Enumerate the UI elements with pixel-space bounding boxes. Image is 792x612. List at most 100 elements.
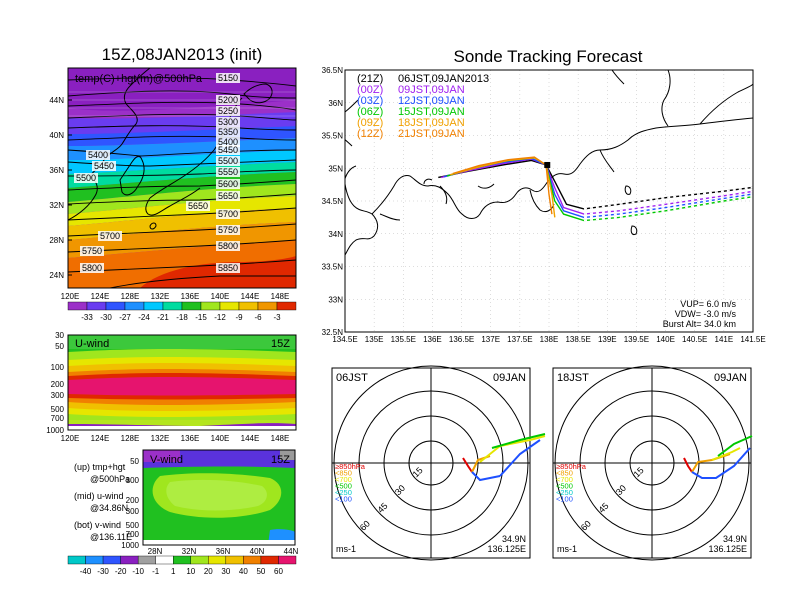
track-series-dash xyxy=(583,190,753,215)
u-wind-label: U-wind xyxy=(75,338,109,350)
upper-lon-tick-label: 124E xyxy=(91,292,110,301)
colorbar-label: -9 xyxy=(235,313,243,322)
polar-plot-1: 06JST 09JANms-134.9N136.125E15304560≥850h… xyxy=(331,365,546,561)
polar-ring-label: 60 xyxy=(579,519,593,533)
track-lon-tick: 140.5E xyxy=(682,335,707,344)
track-coastline xyxy=(345,70,753,256)
polar-level-legend: <850 xyxy=(335,469,352,478)
svg-text:5850: 5850 xyxy=(218,263,238,273)
colorbar-swatch xyxy=(162,301,183,311)
panel-notes: (up) tmp+hgt @500hPa (mid) u-wind @34.86N (b… xyxy=(74,462,132,542)
note-line: (up) tmp+hgt xyxy=(74,462,126,472)
legend-label: 06JST,09JAN2013 xyxy=(398,73,489,85)
colorbar-swatch xyxy=(86,301,107,311)
left-title: 15Z,08JAN2013 (init) xyxy=(102,45,263,64)
upper-lon-tick-label: 120E xyxy=(61,292,80,301)
track-lat-ticks: 36.5N 36N 35.5N 35N 34.5N 34N 33.5N 33N 32.5N xyxy=(322,66,344,337)
track-lon-tick: 136E xyxy=(423,335,442,344)
polar-level-legend: <850 xyxy=(556,469,573,478)
track-lon-tick: 139E xyxy=(598,335,617,344)
polar-date: 09JAN xyxy=(714,372,747,384)
track-lat-tick: 35N xyxy=(328,164,343,173)
upper-lon-tick-label: 128E xyxy=(121,292,140,301)
colorbar-swatch xyxy=(173,555,191,565)
v-wind-p-tick: 1000 xyxy=(121,541,139,550)
polar-level-legend: <100 xyxy=(556,495,573,504)
track-lon-tick: 135E xyxy=(365,335,384,344)
v-wind-lat-tick: 40N xyxy=(250,547,265,556)
polar-ring-label: 45 xyxy=(596,501,610,515)
polar-wind-segment xyxy=(479,435,546,463)
colorbar-swatch xyxy=(257,301,278,311)
track-lon-tick: 137E xyxy=(481,335,500,344)
svg-text:5600: 5600 xyxy=(218,179,238,189)
upper-lat-tick-label: 32N xyxy=(49,201,64,210)
upper-lon-tick-label: 136E xyxy=(181,292,200,301)
legend-label: 18JST,09JAN xyxy=(398,117,465,129)
polar-level-legend: <700 xyxy=(556,475,573,484)
colorbar-label: -30 xyxy=(100,313,112,322)
svg-text:5650: 5650 xyxy=(218,191,238,201)
legend-time: (00Z) xyxy=(357,84,383,96)
upper-left-contour-label: 5400 xyxy=(86,150,110,160)
colorbar-swatch xyxy=(143,301,164,311)
upper-contour-label: 5150 xyxy=(216,73,240,83)
polar-unit: ms-1 xyxy=(336,544,356,554)
colorbar-label: -6 xyxy=(254,313,262,322)
colorbar-label: 20 xyxy=(204,567,213,576)
legend-time: (12Z) xyxy=(357,128,383,140)
v-wind-lat-ticks: 28N 32N 36N 40N 44N xyxy=(148,547,299,556)
colorbar-swatch xyxy=(105,301,126,311)
track-lon-tick: 141.5E xyxy=(740,335,765,344)
track-lon-tick: 141E xyxy=(715,335,734,344)
u-wind-p-tick: 50 xyxy=(55,342,64,351)
note-line-sub: @136.11E xyxy=(90,532,132,542)
v-wind-time: 15Z xyxy=(271,454,290,466)
track-lat-tick: 36.5N xyxy=(322,66,344,75)
colorbar-swatch xyxy=(190,555,209,565)
polar-ring-label: 60 xyxy=(358,519,372,533)
colorbar-swatch xyxy=(85,555,104,565)
upper-contour-label: 5350 xyxy=(216,127,240,137)
polar-wind-segment xyxy=(471,471,501,482)
svg-text:5300: 5300 xyxy=(218,117,238,127)
upper-lon-ticks: 120E 124E 128E 132E 136E 140E 144E 148E xyxy=(61,292,290,301)
track-series-line xyxy=(452,156,553,215)
upper-contour-label: 5200 xyxy=(216,95,240,105)
track-lon-tick: 138E xyxy=(540,335,559,344)
upper-contour-label: 5400 xyxy=(216,137,240,147)
track-lat-tick: 35.5N xyxy=(322,132,344,141)
upper-lon-tick-label: 140E xyxy=(211,292,230,301)
polar-wind-segment xyxy=(711,447,741,461)
right-title: Sonde Tracking Forecast xyxy=(454,47,643,66)
upper-left-contour-label: 5450 xyxy=(92,161,116,171)
polar-level-legend: <100 xyxy=(335,495,352,504)
track-parameter: VUP= 6.0 m/s xyxy=(680,299,736,309)
u-wind-lon-tick: 120E xyxy=(61,434,80,443)
polar-wind-segment xyxy=(717,435,753,457)
u-wind-p-tick: 30 xyxy=(55,331,64,340)
polar-wind-segment xyxy=(499,439,541,477)
track-parameter: VDW= -3.0 m/s xyxy=(675,309,737,319)
colorbar-label: -21 xyxy=(157,313,169,322)
v-wind-p-tick: 300 xyxy=(126,507,140,516)
svg-text:5400: 5400 xyxy=(218,137,238,147)
upper-contour-label: 5850 xyxy=(216,263,240,273)
upper-contour-label: 5450 xyxy=(216,145,240,155)
u-wind-lon-tick: 144E xyxy=(241,434,260,443)
colorbar-label: -27 xyxy=(119,313,131,322)
polar-wind-segment xyxy=(691,447,751,479)
v-wind-p-tick: 200 xyxy=(126,496,140,505)
colorbar-swatch xyxy=(67,301,88,311)
v-wind-lat-tick: 28N xyxy=(148,547,163,556)
upper-lat-tick-label: 24N xyxy=(49,271,64,280)
colorbar-swatch xyxy=(238,301,259,311)
svg-text:5500: 5500 xyxy=(76,173,96,183)
polar-ring-label: 45 xyxy=(375,501,389,515)
svg-text:5750: 5750 xyxy=(218,225,238,235)
upper-left-contour-label: 5800 xyxy=(80,263,104,273)
polar-ring-label: 15 xyxy=(632,465,646,479)
